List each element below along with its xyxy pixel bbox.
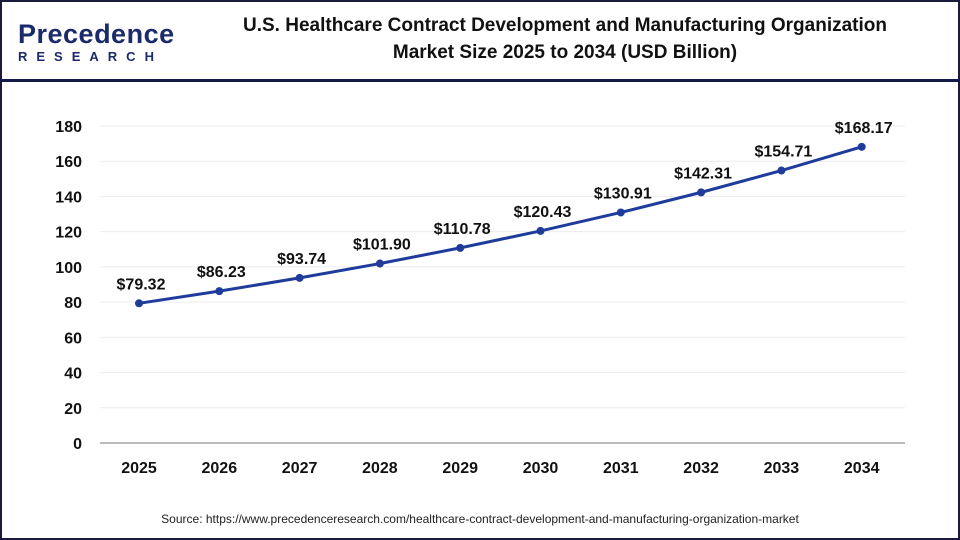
source-note: Source: https://www.precedenceresearch.c…: [161, 512, 799, 526]
chart-title: U.S. Healthcare Contract Development and…: [190, 12, 940, 66]
logo-text: Precedence: [18, 19, 175, 49]
data-label: $130.91: [594, 185, 652, 202]
data-label: $168.17: [835, 120, 893, 137]
y-tick-label: 20: [64, 401, 82, 418]
x-tick-label: 2029: [442, 460, 478, 477]
y-tick-label: 0: [73, 436, 82, 453]
data-label: $86.23: [197, 264, 246, 281]
data-point: [697, 188, 706, 197]
title-line-2: Market Size 2025 to 2034 (USD Billion): [392, 42, 738, 63]
data-label: $120.43: [514, 204, 572, 221]
y-tick-label: 60: [64, 330, 82, 347]
y-tick-label: 140: [55, 189, 82, 206]
x-tick-label: 2031: [603, 460, 639, 477]
x-tick-label: 2025: [121, 460, 157, 477]
data-label: $142.31: [674, 165, 732, 182]
data-label: $154.71: [754, 144, 812, 161]
data-point: [616, 208, 625, 217]
data-point: [375, 259, 384, 268]
title-line-1: U.S. Healthcare Contract Development and…: [243, 15, 887, 36]
data-label: $110.78: [434, 221, 491, 238]
x-tick-label: 2027: [282, 460, 318, 477]
data-point: [215, 287, 224, 296]
y-tick-label: 80: [64, 295, 82, 312]
y-tick-label: 120: [55, 225, 82, 242]
y-tick-label: 100: [55, 260, 82, 277]
x-tick-label: 2034: [844, 460, 880, 477]
x-tick-label: 2033: [764, 460, 800, 477]
x-tick-label: 2026: [202, 460, 238, 477]
logo-subtext: RESEARCH: [18, 49, 163, 64]
data-point: [857, 142, 866, 151]
series-line: [138, 145, 863, 305]
logo: Precedence RESEARCH: [18, 20, 175, 64]
data-point: [295, 273, 304, 282]
y-tick-label: 180: [55, 119, 82, 136]
data-point: [777, 166, 786, 175]
data-point: [456, 243, 465, 252]
data-label: $79.32: [117, 276, 166, 293]
x-tick-label: 2030: [523, 460, 559, 477]
data-label: $101.90: [353, 237, 411, 254]
y-tick-label: 40: [64, 366, 82, 383]
data-label: $93.74: [277, 251, 326, 268]
data-point: [536, 226, 545, 235]
header-divider: [0, 79, 960, 82]
x-tick-label: 2028: [362, 460, 398, 477]
data-point: [135, 299, 143, 308]
x-tick-label: 2032: [683, 460, 719, 477]
y-tick-label: 160: [55, 154, 82, 171]
